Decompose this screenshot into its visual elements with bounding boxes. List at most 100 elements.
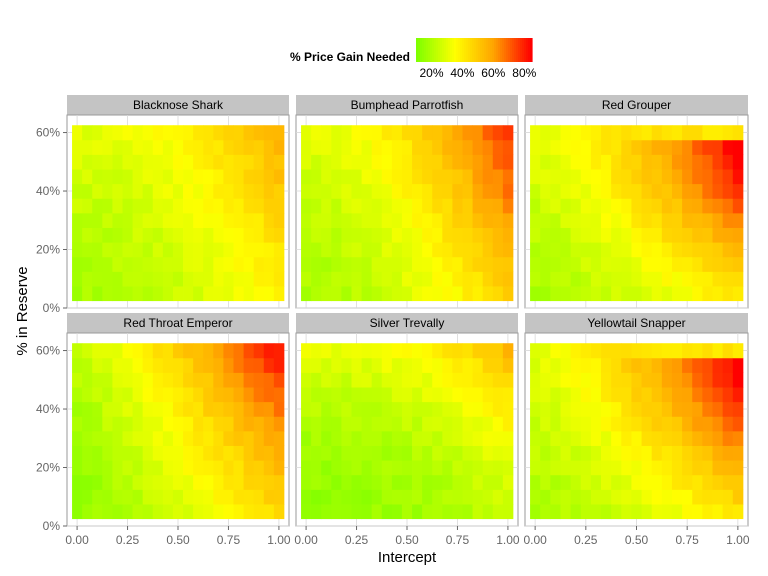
heatmap-tile [671,489,683,505]
heatmap-tile [72,183,83,199]
legend-label: 20% [419,66,443,80]
heatmap-tile [442,125,453,141]
heatmap-tile [462,489,473,505]
heatmap-tile [263,242,275,258]
heatmap-tile [560,387,572,403]
heatmap-tile [462,474,473,490]
heatmap-tile [172,387,184,403]
heatmap-tile [273,227,285,243]
heatmap-tile [401,139,413,155]
heatmap-tile [671,372,683,388]
heatmap-tile [560,430,572,446]
heatmap-tile [482,198,494,214]
heatmap-tile [712,416,724,432]
heatmap-tile [580,198,592,214]
heatmap-tile [601,183,612,199]
heatmap-tile [442,504,453,520]
heatmap-tile [661,286,673,302]
heatmap-tile [580,474,592,490]
heatmap-tile [580,430,592,446]
heatmap-tile [102,401,113,417]
heatmap-tile [253,183,265,199]
heatmap-tile [550,474,561,490]
heatmap-tile [273,445,285,461]
heatmap-tile [482,489,494,505]
heatmap-tile [331,372,342,388]
heatmap-tiles [530,125,744,302]
heatmap-tile [72,489,83,505]
heatmap-tile [311,139,322,155]
heatmap-tile [560,445,572,461]
heatmap-tile [152,271,164,287]
heatmap-tile [142,139,154,155]
heatmap-tile [263,357,275,373]
heatmap-tile [162,256,174,272]
heatmap-tile [341,271,352,287]
heatmap-tile [112,460,123,476]
heatmap-tile [550,169,561,185]
heatmap-tile [580,169,592,185]
heatmap-tile [112,286,123,302]
heatmap-tile [193,460,204,476]
heatmap-tile [391,416,403,432]
heatmap-tile [502,430,514,446]
heatmap-tile [442,401,453,417]
legend-color-segment [488,38,491,62]
legend-color-segment [522,38,525,62]
heatmap-tile [263,416,275,432]
heatmap-tile [243,154,255,170]
heatmap-tile [72,212,83,228]
heatmap-tile [692,504,703,520]
heatmap-tile [361,357,373,373]
heatmap-tile [452,169,463,185]
heatmap-tile [502,256,514,272]
heatmap-tile [412,372,423,388]
heatmap-tile [152,445,164,461]
heatmap-tile [621,401,632,417]
heatmap-tile [482,271,494,287]
heatmap-tile [702,286,713,302]
heatmap-tile [631,139,642,155]
heatmap-tile [132,227,144,243]
heatmap-tile [671,343,683,359]
heatmap-tile [321,183,332,199]
heatmap-tile [243,271,255,287]
heatmap-tile [621,154,632,170]
heatmap-tile [611,154,622,170]
heatmap-tile [122,372,133,388]
heatmap-tile [661,212,673,228]
heatmap-tile [203,256,214,272]
legend-color-segment [418,38,421,62]
heatmap-tile [401,242,413,258]
heatmap-tile [530,183,541,199]
heatmap-tile [122,125,133,141]
heatmap-tile [132,430,144,446]
heatmap-tile [401,256,413,272]
heatmap-tile [641,372,653,388]
heatmap-tile [371,372,383,388]
heatmap-tile [661,271,673,287]
heatmap-tile [391,154,403,170]
heatmap-tile [253,212,265,228]
heatmap-tile [331,445,342,461]
legend-color-segment [468,38,471,62]
heatmap-tile [570,139,582,155]
heatmap-tile [311,256,322,272]
legend-color-segment [416,38,419,62]
heatmap-tile [172,125,184,141]
heatmap-tile [401,401,413,417]
heatmap-tile [442,430,453,446]
heatmap-tile [482,227,494,243]
heatmap-tile [540,242,551,258]
heatmap-tile [601,343,612,359]
heatmap-tile [102,489,113,505]
heatmap-tile [530,227,541,243]
heatmap-tile [183,387,194,403]
heatmap-tile [702,169,713,185]
heatmap-tile [321,286,332,302]
heatmap-tile [550,343,561,359]
heatmap-tile [732,242,744,258]
heatmap-tile [462,271,473,287]
legend-labels: 20% 40% 60% 80% [419,66,536,80]
heatmap-tile [452,401,463,417]
